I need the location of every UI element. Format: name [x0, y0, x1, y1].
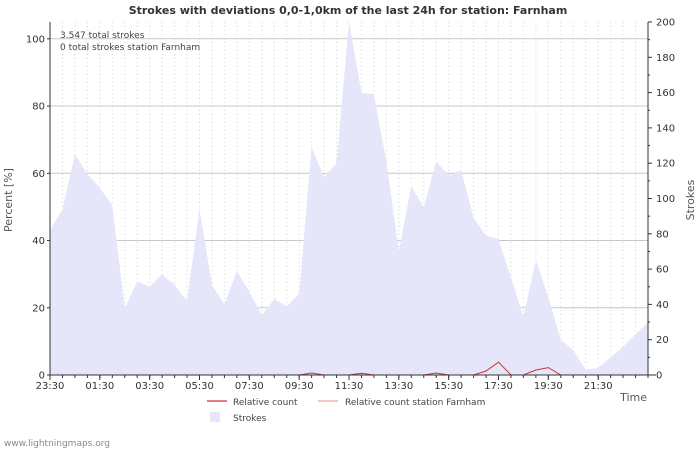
y-right-tick-label: 80 — [656, 229, 669, 240]
y-right-tick-label: 20 — [656, 335, 669, 346]
y-right-tick-label: 180 — [656, 53, 675, 64]
legend-strokes-swatch — [210, 412, 220, 422]
x-tick-label: 07:30 — [235, 381, 264, 392]
y-right-tick-label: 120 — [656, 159, 675, 170]
station-strokes-note: 0 total strokes station Farnham — [60, 43, 200, 53]
x-tick-label: 09:30 — [285, 381, 314, 392]
x-tick-label: 01:30 — [85, 381, 114, 392]
y-right-tick-label: 200 — [656, 18, 675, 29]
total-strokes-note: 3.547 total strokes — [60, 31, 145, 41]
legend-relative-count-label: Relative count — [233, 398, 298, 408]
credit-text: www.lightningmaps.org — [4, 439, 110, 449]
x-tick-label: 11:30 — [335, 381, 364, 392]
x-axis-label: Time — [619, 391, 647, 404]
x-tick-label: 21:30 — [584, 381, 613, 392]
x-tick-label: 23:30 — [36, 381, 65, 392]
axis-layer: 0 20 40 60 80 100 0 20 40 60 80 100 120 140 160 180 200 2… — [26, 18, 675, 393]
legend-relative-count-station-label: Relative count station Farnham — [345, 398, 485, 408]
legend: Relative count Relative count station Fa… — [207, 398, 485, 424]
y-left-tick-label: 80 — [32, 102, 45, 113]
x-tick-label: 03:30 — [135, 381, 164, 392]
area-layer — [50, 22, 648, 375]
x-tick-label: 05:30 — [185, 381, 214, 392]
x-tick-label: 17:30 — [484, 381, 513, 392]
y-right-tick-label: 60 — [656, 265, 669, 276]
y-left-tick-label: 100 — [26, 34, 45, 45]
y-axis-right-label: Strokes — [684, 179, 697, 220]
y-right-tick-label: 160 — [656, 88, 675, 99]
legend-strokes-label: Strokes — [233, 414, 267, 424]
y-right-tick-label: 100 — [656, 194, 675, 205]
y-right-tick-label: 0 — [656, 371, 662, 382]
x-tick-label: 13:30 — [384, 381, 413, 392]
y-left-tick-label: 20 — [32, 303, 45, 314]
y-left-tick-label: 60 — [32, 169, 45, 180]
y-left-tick-label: 40 — [32, 236, 45, 247]
chart-title: Strokes with deviations 0,0-1,0km of the… — [129, 4, 568, 17]
y-left-tick-label: 0 — [39, 371, 45, 382]
series-strokes-area — [50, 22, 648, 375]
x-tick-label: 15:30 — [434, 381, 463, 392]
y-axis-left-label: Percent [%] — [2, 168, 15, 232]
y-right-tick-label: 140 — [656, 123, 675, 134]
x-tick-label: 19:30 — [534, 381, 563, 392]
y-right-tick-label: 40 — [656, 300, 669, 311]
